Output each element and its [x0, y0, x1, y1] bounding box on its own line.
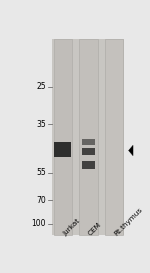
Bar	[82, 161, 95, 169]
Bar	[54, 142, 71, 157]
Text: Rt.thymus: Rt.thymus	[113, 206, 143, 237]
Text: 25: 25	[36, 82, 46, 91]
Text: CEM: CEM	[87, 221, 103, 237]
Text: Jurkat: Jurkat	[62, 218, 81, 237]
Text: 55: 55	[36, 168, 46, 177]
Bar	[54, 39, 72, 235]
Bar	[52, 39, 124, 235]
Text: 70: 70	[36, 196, 46, 205]
Bar	[82, 148, 95, 155]
Text: 35: 35	[36, 120, 46, 129]
Bar	[82, 139, 95, 145]
Text: 100: 100	[32, 219, 46, 228]
Bar	[105, 39, 123, 235]
Polygon shape	[129, 145, 133, 156]
Bar	[80, 39, 98, 235]
